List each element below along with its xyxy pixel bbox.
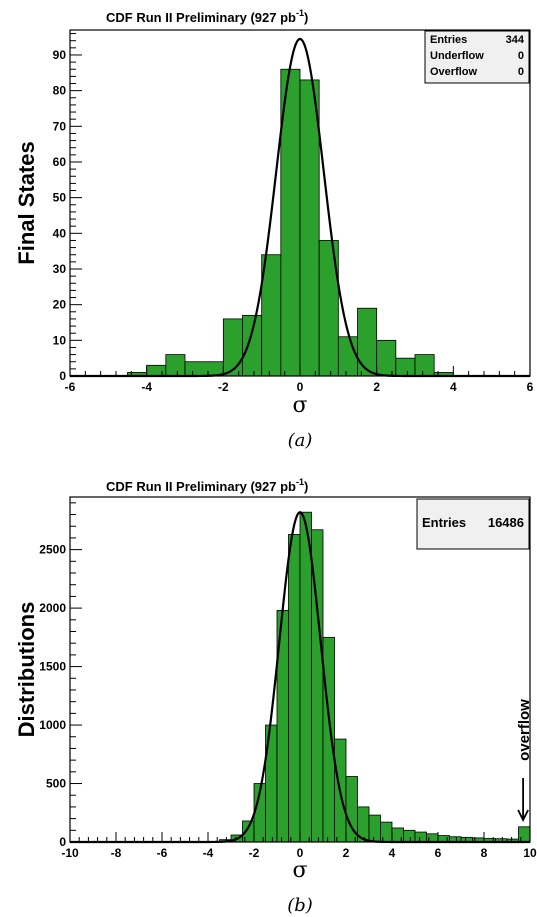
x-tick-label: -10 [61, 846, 79, 860]
x-tick-label: 4 [450, 380, 457, 394]
histogram-bar [222, 318, 243, 377]
x-tick-label: 0 [297, 846, 304, 860]
stats-value: 16486 [488, 515, 524, 530]
x-tick-label: 8 [481, 846, 488, 860]
histogram-bar [242, 314, 263, 377]
histogram-bar [242, 820, 255, 843]
x-tick-label: -2 [218, 380, 229, 394]
stats-label: Overflow [430, 66, 478, 78]
stats-value: 0 [518, 66, 524, 78]
x-tick-label: 4 [389, 846, 396, 860]
histogram-bar [380, 821, 393, 843]
x-tick-label: 6 [527, 380, 534, 394]
histogram-bar [368, 814, 381, 843]
panel-caption: (b) [287, 895, 313, 916]
histogram-bar [395, 357, 416, 377]
overflow-label: overflow [516, 699, 533, 761]
x-axis: -10 -8 -6 -4 -2 0 2 4 6 8 10 [61, 832, 537, 860]
x-tick-label: -2 [249, 846, 260, 860]
x-tick-label: 2 [343, 846, 350, 860]
histogram-bar [414, 354, 435, 377]
y-tick-label: 0 [59, 835, 66, 849]
stats-label: Underflow [430, 50, 484, 62]
y-tick-label: 30 [53, 262, 67, 276]
stats-label: Entries [430, 34, 467, 46]
histogram-bar [403, 829, 416, 843]
overflow-annotation: overflow [516, 699, 533, 823]
stats-value: 344 [506, 34, 525, 46]
y-tick-label: 70 [53, 119, 67, 133]
x-tick-label: -8 [111, 846, 122, 860]
y-axis: 0 500 1000 1500 2000 2500 [39, 502, 82, 849]
histogram-bar [391, 827, 404, 843]
histogram-bar [357, 307, 378, 377]
y-tick-label: 40 [53, 226, 67, 240]
x-tick-label: -4 [203, 846, 214, 860]
y-tick-label: 500 [46, 777, 66, 791]
histogram-bar [337, 336, 358, 377]
x-tick-label: 2 [373, 380, 380, 394]
panel-caption: (a) [288, 430, 313, 451]
x-axis: -6 -4 -2 0 2 4 6 [65, 366, 534, 394]
y-axis-label: Distributions [14, 602, 39, 738]
overflow-arrow-head [517, 809, 529, 823]
y-tick-label: 1000 [39, 718, 66, 732]
histogram-bar [146, 364, 167, 377]
y-tick-label: 60 [53, 155, 67, 169]
y-tick-label: 2000 [39, 601, 66, 615]
y-tick-label: 20 [53, 298, 67, 312]
y-tick-label: 1500 [39, 660, 66, 674]
y-tick-label: 0 [59, 369, 66, 383]
chart-title: CDF Run II Preliminary (927 pb-1) [106, 8, 308, 25]
histogram-bar [299, 511, 312, 843]
x-tick-label: -6 [65, 380, 76, 394]
x-tick-label: 0 [297, 380, 304, 394]
stats-label: Entries [422, 515, 466, 530]
y-tick-label: 80 [53, 84, 67, 98]
panel-b: -10 -8 -6 -4 -2 0 2 4 6 8 10 0 500 1000 1500 2000 2500 CD… [14, 477, 537, 916]
histogram-bar [414, 831, 427, 843]
histogram-bar [165, 354, 186, 377]
histogram-bar [376, 339, 397, 377]
stats-box: Entries 344 Underflow 0 Overflow 0 [424, 30, 530, 84]
histogram-bar [426, 833, 439, 843]
x-tick-label: -6 [157, 846, 168, 860]
stats-box: Entries 16486 [416, 498, 530, 550]
x-axis-label: σ [292, 858, 307, 883]
y-tick-label: 50 [53, 191, 67, 205]
histogram-bar [518, 826, 531, 843]
histogram-bar [299, 79, 320, 377]
x-tick-label: 10 [523, 846, 537, 860]
y-tick-label: 10 [53, 333, 67, 347]
y-axis: 0 10 20 30 40 50 60 70 80 90 [53, 33, 82, 383]
stats-box-background [416, 498, 530, 550]
histogram-bar [261, 254, 282, 377]
y-axis-label: Final States [14, 141, 39, 264]
x-tick-label: 6 [435, 846, 442, 860]
y-tick-label: 2500 [39, 543, 66, 557]
stats-value: 0 [518, 50, 524, 62]
x-tick-label: -4 [141, 380, 152, 394]
chart-title: CDF Run II Preliminary (927 pb-1) [106, 477, 308, 494]
histogram-bars [219, 511, 531, 843]
stats-box-background [424, 30, 530, 84]
histogram-bars [127, 68, 454, 377]
y-tick-label: 90 [53, 48, 67, 62]
x-axis-label: σ [292, 393, 307, 418]
histogram-bar [288, 534, 301, 843]
histogram-bar [184, 361, 224, 377]
